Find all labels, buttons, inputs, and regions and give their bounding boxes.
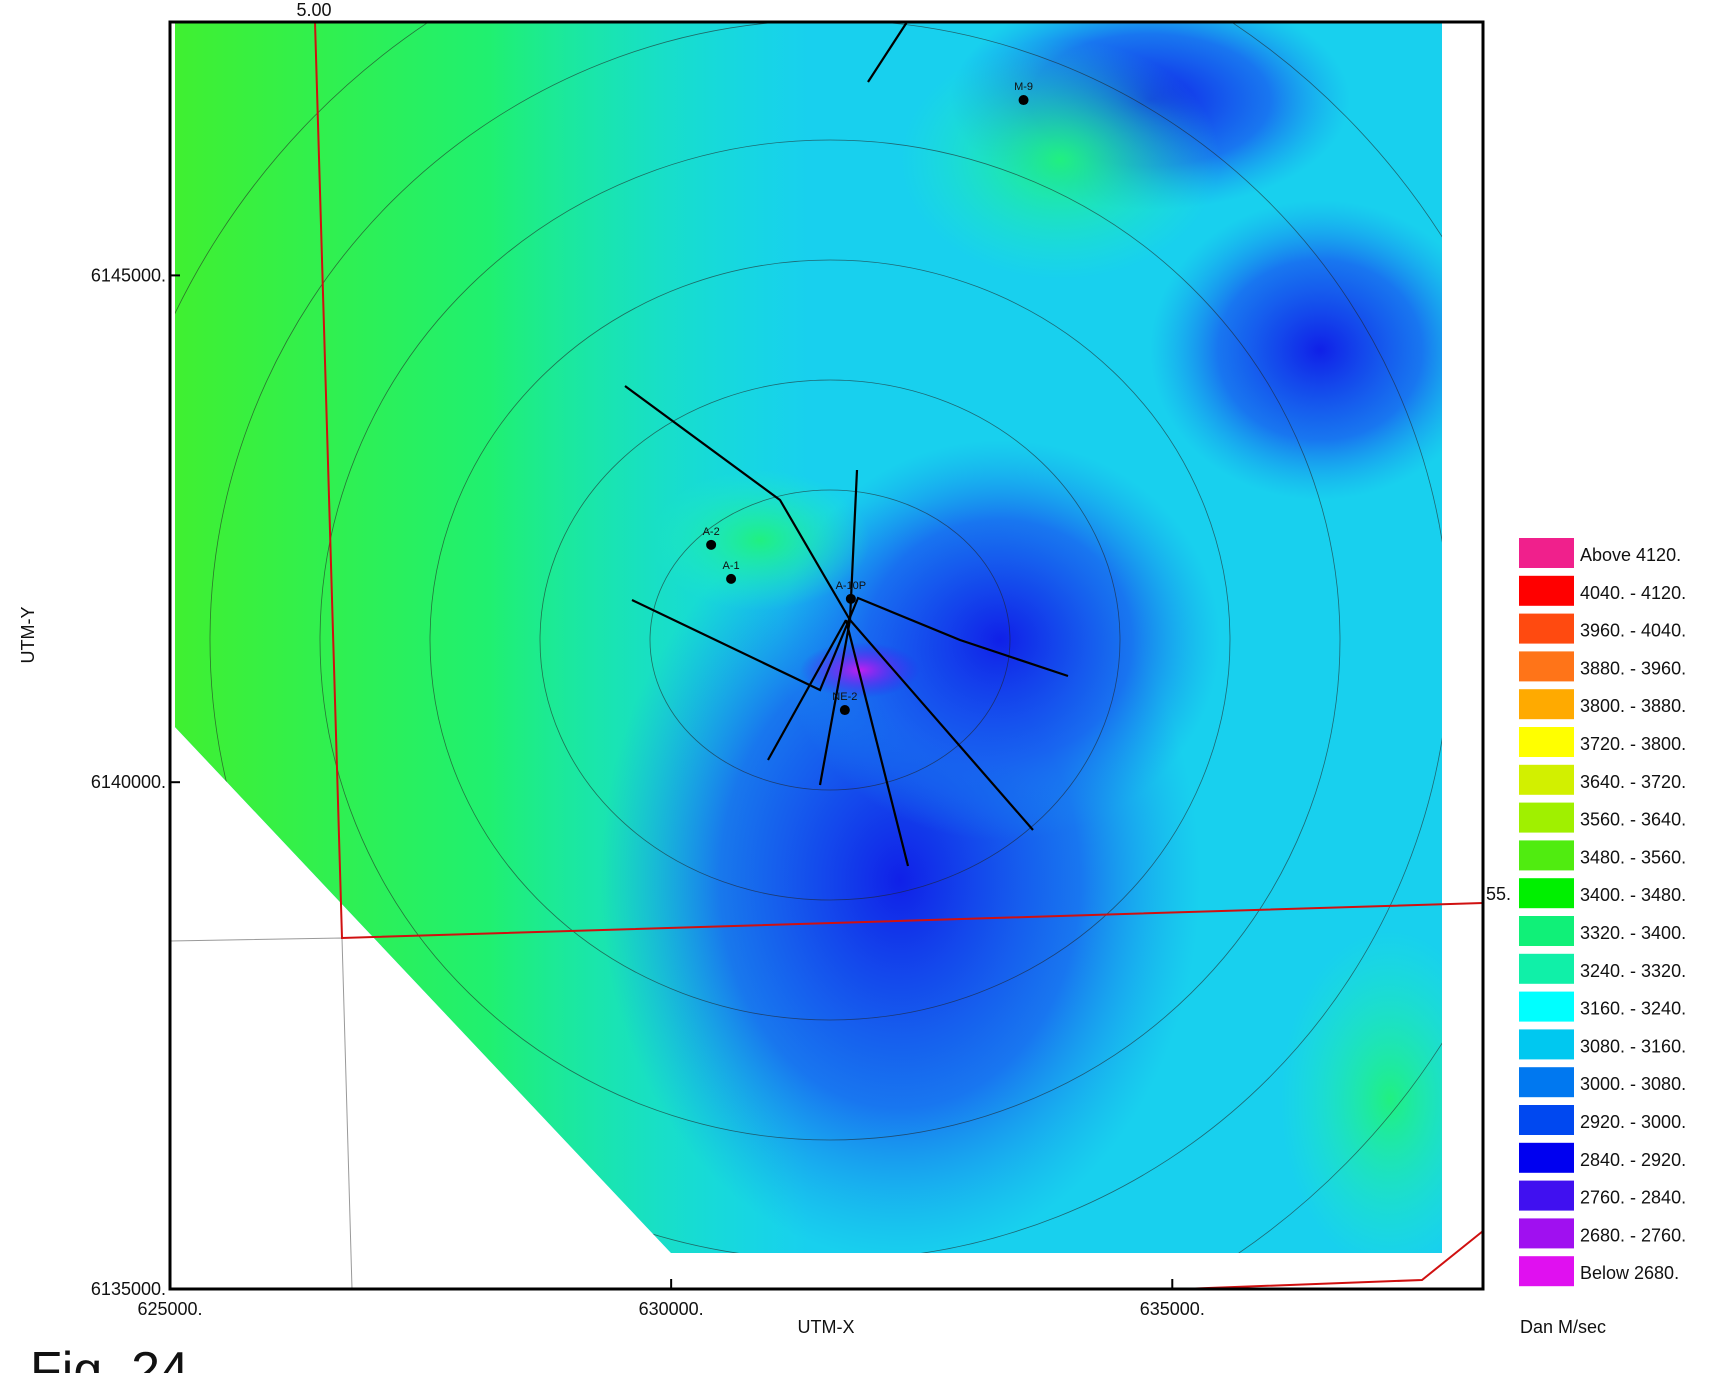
legend-label: 2840. - 2920. <box>1580 1150 1686 1170</box>
legend-swatch <box>1519 1029 1574 1059</box>
figure-label: Fig. 24 <box>30 1342 189 1373</box>
x-tick-label: 635000. <box>1140 1299 1205 1319</box>
legend-label: 3640. - 3720. <box>1580 772 1686 792</box>
well <box>1019 95 1029 105</box>
legend-swatch <box>1519 538 1574 568</box>
well-label: M-9 <box>1014 81 1033 93</box>
legend-swatch <box>1519 651 1574 681</box>
legend-swatch <box>1519 765 1574 795</box>
legend-swatch <box>1519 576 1574 606</box>
legend-label: 3880. - 3960. <box>1580 658 1686 678</box>
legend-swatch <box>1519 614 1574 644</box>
y-axis-label: UTM-Y <box>18 607 38 664</box>
legend-label: 3800. - 3880. <box>1580 696 1686 716</box>
legend-swatch <box>1519 1218 1574 1248</box>
legend-label: 3400. - 3480. <box>1580 885 1686 905</box>
legend-swatch <box>1519 1067 1574 1097</box>
legend-label: 3960. - 4040. <box>1580 621 1686 641</box>
legend-swatch <box>1519 916 1574 946</box>
legend-label: 2680. - 2760. <box>1580 1225 1686 1245</box>
y-tick-label: 6135000. <box>91 1279 166 1299</box>
y-tick-label: 6140000. <box>91 772 166 792</box>
well-label: A-10P <box>836 580 867 592</box>
legend-swatch <box>1519 1181 1574 1211</box>
well <box>706 540 716 550</box>
line-label: 55. <box>1486 884 1511 904</box>
x-tick-label: 625000. <box>137 1299 202 1319</box>
legend-label: 3240. - 3320. <box>1580 961 1686 981</box>
page: 5.00 55. UTM-X UTM-Y Fig. 24 Dan M/sec 6… <box>0 0 1716 1373</box>
legend-label: 3480. - 3560. <box>1580 847 1686 867</box>
legend-label: 2920. - 3000. <box>1580 1112 1686 1132</box>
legend-label: 3720. - 3800. <box>1580 734 1686 754</box>
legend-title: Dan M/sec <box>1520 1317 1606 1337</box>
legend-swatch <box>1519 840 1574 870</box>
well-label: A-2 <box>703 526 720 538</box>
legend-label: 3080. - 3160. <box>1580 1036 1686 1056</box>
map-figure: 5.00 55. UTM-X UTM-Y Fig. 24 Dan M/sec 6… <box>0 0 1716 1373</box>
legend-swatch <box>1519 1105 1574 1135</box>
legend-label: 2760. - 2840. <box>1580 1188 1686 1208</box>
legend-swatch <box>1519 727 1574 757</box>
legend-label: Below 2680. <box>1580 1263 1679 1283</box>
legend-swatch <box>1519 1143 1574 1173</box>
legend-swatch <box>1519 954 1574 984</box>
legend-label: 3320. - 3400. <box>1580 923 1686 943</box>
well <box>846 594 856 604</box>
velocity-grid <box>100 0 1560 1373</box>
well <box>840 705 850 715</box>
well <box>726 574 736 584</box>
line-label: 5.00 <box>296 0 331 20</box>
y-tick-label: 6145000. <box>91 265 166 285</box>
well-label: NE-2 <box>832 691 857 703</box>
legend-label: 3160. - 3240. <box>1580 999 1686 1019</box>
legend-swatch <box>1519 689 1574 719</box>
legend-swatch <box>1519 803 1574 833</box>
x-axis-label: UTM-X <box>798 1317 855 1337</box>
legend-swatch <box>1519 878 1574 908</box>
x-tick-label: 630000. <box>639 1299 704 1319</box>
legend-label: 3000. - 3080. <box>1580 1074 1686 1094</box>
legend-label: Above 4120. <box>1580 545 1681 565</box>
legend-swatch <box>1519 1256 1574 1286</box>
legend-swatch <box>1519 992 1574 1022</box>
legend-label: 4040. - 4120. <box>1580 583 1686 603</box>
well-label: A-1 <box>723 560 740 572</box>
legend-label: 3560. - 3640. <box>1580 810 1686 830</box>
